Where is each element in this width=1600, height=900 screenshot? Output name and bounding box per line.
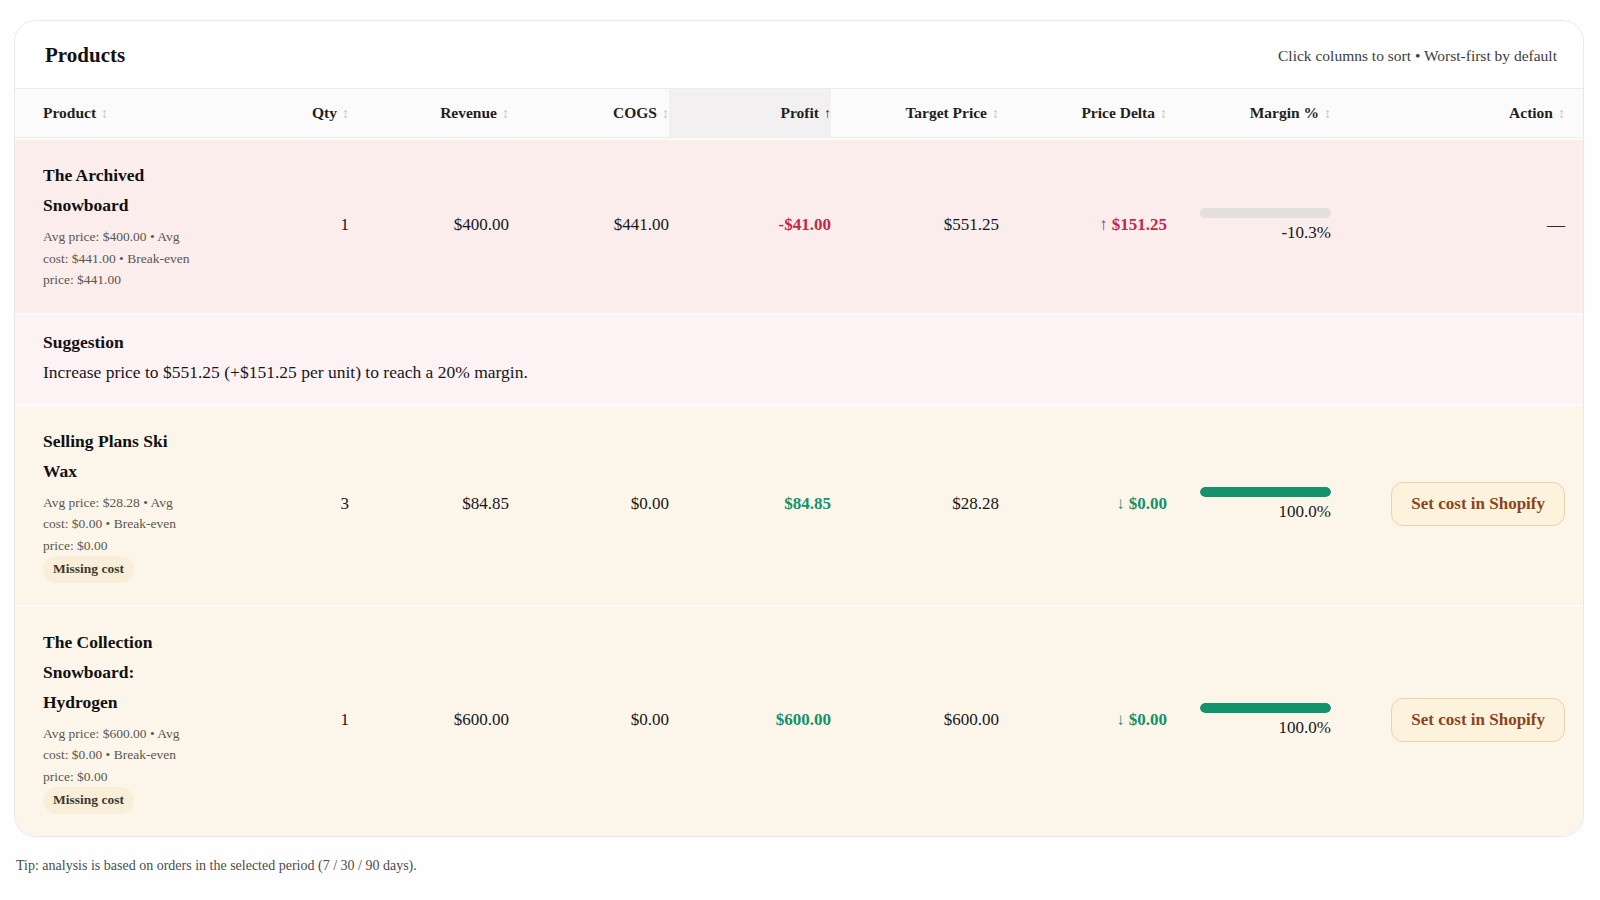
target-price-value: $28.28 (831, 494, 999, 514)
qty-value: 1 (279, 710, 349, 730)
margin-cell: -10.3% (1167, 208, 1331, 243)
missing-cost-badge: Missing cost (43, 556, 134, 583)
revenue-value: $400.00 (349, 215, 509, 235)
product-cell: The Collection Snowboard: Hydrogen Avg p… (29, 627, 279, 814)
product-meta: Avg price: $400.00 • Avg cost: $441.00 •… (43, 226, 195, 291)
sort-icon: ↕ (662, 106, 669, 121)
price-delta-value: ↓$0.00 (999, 494, 1167, 514)
product-name: Selling Plans Ski Wax (43, 426, 201, 486)
sort-hint: Click columns to sort • Worst-first by d… (1278, 47, 1557, 65)
margin-progress-bar (1200, 703, 1331, 713)
suggestion-title: Suggestion (43, 332, 1555, 353)
suggestion-banner: Suggestion Increase price to $551.25 (+$… (15, 313, 1583, 404)
qty-value: 1 (279, 215, 349, 235)
column-header-price-delta[interactable]: Price Delta↕ (999, 104, 1167, 122)
column-header-target-price[interactable]: Target Price↕ (831, 104, 999, 122)
cogs-value: $0.00 (509, 710, 669, 730)
margin-progress-bar (1200, 208, 1331, 218)
sort-icon: ↕ (1558, 106, 1565, 121)
revenue-value: $600.00 (349, 710, 509, 730)
target-price-value: $551.25 (831, 215, 999, 235)
product-name: The Archived Snowboard (43, 160, 201, 220)
suggestion-text: Increase price to $551.25 (+$151.25 per … (43, 362, 1555, 383)
product-cell: Selling Plans Ski Wax Avg price: $28.28 … (29, 426, 279, 583)
margin-cell: 100.0% (1167, 703, 1331, 738)
column-header-qty[interactable]: Qty↕ (279, 104, 349, 122)
column-header-product[interactable]: Product↕ (29, 104, 279, 122)
sort-icon: ↕ (342, 106, 349, 121)
product-cell: The Archived Snowboard Avg price: $400.0… (29, 160, 279, 291)
table-row: Selling Plans Ski Wax Avg price: $28.28 … (15, 404, 1583, 605)
set-cost-button[interactable]: Set cost in Shopify (1391, 698, 1565, 742)
cogs-value: $0.00 (509, 494, 669, 514)
column-header-action[interactable]: Action↕ (1331, 104, 1565, 122)
no-action-dash: — (1547, 215, 1565, 236)
sort-icon: ↕ (1324, 106, 1331, 121)
arrow-up-icon: ↑ (1099, 215, 1108, 234)
action-cell: Set cost in Shopify (1331, 698, 1565, 742)
margin-progress-fill (1200, 487, 1331, 497)
sort-asc-icon: ↑ (824, 106, 831, 121)
product-meta: Avg price: $28.28 • Avg cost: $0.00 • Br… (43, 492, 195, 583)
column-header-revenue[interactable]: Revenue↕ (349, 104, 509, 122)
profit-value: $84.85 (669, 494, 831, 514)
missing-cost-badge: Missing cost (43, 787, 134, 814)
qty-value: 3 (279, 494, 349, 514)
action-cell: — (1331, 215, 1565, 236)
products-card: Products Click columns to sort • Worst-f… (14, 20, 1584, 837)
arrow-down-icon: ↓ (1116, 710, 1125, 729)
table-header-row: Product↕ Qty↕ Revenue↕ COGS↕ Profit↑ Tar… (15, 88, 1583, 138)
action-cell: Set cost in Shopify (1331, 482, 1565, 526)
card-header: Products Click columns to sort • Worst-f… (15, 21, 1583, 88)
product-meta: Avg price: $600.00 • Avg cost: $0.00 • B… (43, 723, 195, 814)
price-delta-value: ↑$151.25 (999, 215, 1167, 235)
margin-cell: 100.0% (1167, 487, 1331, 522)
sort-icon: ↕ (1160, 106, 1167, 121)
footer-tip: Tip: analysis is based on orders in the … (16, 858, 417, 874)
margin-progress-fill (1200, 703, 1331, 713)
sort-icon: ↕ (992, 106, 999, 121)
margin-percent: -10.3% (1281, 223, 1331, 243)
column-header-cogs[interactable]: COGS↕ (509, 104, 669, 122)
set-cost-button[interactable]: Set cost in Shopify (1391, 482, 1565, 526)
target-price-value: $600.00 (831, 710, 999, 730)
column-header-margin[interactable]: Margin %↕ (1167, 104, 1331, 122)
product-name: The Collection Snowboard: Hydrogen (43, 627, 201, 717)
revenue-value: $84.85 (349, 494, 509, 514)
profit-value: -$41.00 (669, 215, 831, 235)
margin-percent: 100.0% (1279, 718, 1331, 738)
arrow-down-icon: ↓ (1116, 494, 1125, 513)
sort-icon: ↕ (502, 106, 509, 121)
page-title: Products (45, 43, 125, 68)
profit-value: $600.00 (669, 710, 831, 730)
cogs-value: $441.00 (509, 215, 669, 235)
sort-icon: ↕ (101, 106, 108, 121)
margin-progress-bar (1200, 487, 1331, 497)
table-row: The Collection Snowboard: Hydrogen Avg p… (15, 605, 1583, 836)
margin-percent: 100.0% (1279, 502, 1331, 522)
column-header-profit[interactable]: Profit↑ (669, 89, 831, 137)
table-row: The Archived Snowboard Avg price: $400.0… (15, 138, 1583, 313)
price-delta-value: ↓$0.00 (999, 710, 1167, 730)
